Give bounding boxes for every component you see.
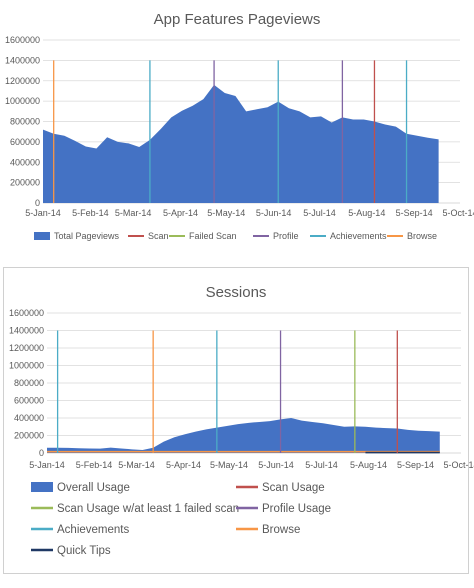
x-tick-labels: 5-Jan-14 5-Feb-14 5-Mar-14 5-Apr-14 5-May-14… bbox=[25, 208, 474, 218]
plot-area bbox=[47, 330, 440, 454]
legend-label: Profile Usage bbox=[262, 503, 331, 515]
pageviews-chart: App Features Pageviews 0 200000 400000 6000… bbox=[5, 11, 474, 241]
x-tick-label: 5-Jun-14 bbox=[258, 460, 294, 470]
y-tick-label: 800000 bbox=[14, 378, 44, 388]
x-tick-labels: 5-Jan-14 5-Feb-14 5-Mar-14 5-Apr-14 5-May-14… bbox=[29, 460, 474, 470]
x-tick-label: 5-Aug-14 bbox=[348, 208, 385, 218]
x-tick-label: 5-Feb-14 bbox=[72, 208, 109, 218]
y-tick-label: 200000 bbox=[10, 178, 40, 188]
legend: Overall Usage Scan Usage Scan Usage w/at l… bbox=[31, 482, 331, 557]
x-tick-label: 5-Sep-14 bbox=[396, 208, 433, 218]
legend-swatch bbox=[34, 232, 50, 240]
x-tick-label: 5-Apr-14 bbox=[166, 460, 201, 470]
y-tick-label: 800000 bbox=[10, 117, 40, 127]
y-tick-labels: 0 200000 400000 600000 800000 1000000 1200000 1… bbox=[5, 35, 40, 208]
legend-label: Scan Usage bbox=[262, 482, 325, 494]
legend-label: Achievements bbox=[57, 524, 129, 536]
y-tick-label: 1200000 bbox=[5, 76, 40, 86]
x-tick-label: 5-Jan-14 bbox=[29, 460, 65, 470]
series-area bbox=[47, 418, 440, 453]
y-tick-label: 1600000 bbox=[5, 35, 40, 45]
legend: Total Pageviews Scan Failed Scan Profile Ach… bbox=[34, 231, 437, 241]
legend-label: Failed Scan bbox=[189, 231, 237, 241]
x-tick-label: 5-Oct-14 bbox=[443, 460, 474, 470]
y-tick-labels: 0 200000 400000 600000 800000 1000000 1200000 1… bbox=[9, 308, 44, 458]
x-tick-label: 5-Feb-14 bbox=[76, 460, 113, 470]
y-tick-label: 600000 bbox=[10, 137, 40, 147]
x-tick-label: 5-Sep-14 bbox=[397, 460, 434, 470]
x-tick-label: 5-Jul-14 bbox=[303, 208, 336, 218]
y-tick-label: 0 bbox=[39, 448, 44, 458]
chart-title: Sessions bbox=[206, 284, 267, 301]
y-tick-label: 0 bbox=[35, 198, 40, 208]
y-tick-label: 1200000 bbox=[9, 343, 44, 353]
y-tick-label: 1000000 bbox=[5, 96, 40, 106]
legend-label: Overall Usage bbox=[57, 482, 130, 494]
sessions-chart-panel: Sessions 0 200000 400000 600000 800000 100000… bbox=[3, 267, 474, 574]
legend-label: Scan Usage w/at least 1 failed scan bbox=[57, 503, 239, 515]
pageviews-chart-panel: App Features Pageviews 0 200000 400000 6000… bbox=[0, 0, 474, 255]
x-tick-label: 5-May-14 bbox=[207, 208, 245, 218]
legend-label: Scan bbox=[148, 231, 169, 241]
series-area bbox=[43, 84, 439, 203]
legend-label: Total Pageviews bbox=[54, 231, 120, 241]
x-tick-label: 5-May-14 bbox=[210, 460, 248, 470]
x-tick-label: 5-Jan-14 bbox=[25, 208, 61, 218]
legend-label: Browse bbox=[262, 524, 300, 536]
y-tick-label: 1000000 bbox=[9, 361, 44, 371]
chart-title: App Features Pageviews bbox=[154, 11, 321, 28]
x-tick-label: 5-Mar-14 bbox=[115, 208, 152, 218]
sessions-chart: Sessions 0 200000 400000 600000 800000 100000… bbox=[9, 284, 474, 557]
x-tick-label: 5-Apr-14 bbox=[163, 208, 198, 218]
legend-label: Quick Tips bbox=[57, 545, 111, 557]
x-tick-label: 5-Mar-14 bbox=[118, 460, 155, 470]
legend-label: Browse bbox=[407, 231, 437, 241]
legend-label: Profile bbox=[273, 231, 299, 241]
x-tick-label: 5-Aug-14 bbox=[350, 460, 387, 470]
legend-label: Achievements bbox=[330, 231, 387, 241]
y-tick-label: 200000 bbox=[14, 431, 44, 441]
y-tick-label: 1400000 bbox=[5, 55, 40, 65]
legend-swatch bbox=[31, 482, 53, 492]
y-tick-label: 400000 bbox=[10, 157, 40, 167]
y-tick-label: 400000 bbox=[14, 413, 44, 423]
y-tick-label: 1400000 bbox=[9, 326, 44, 336]
x-tick-label: 5-Jun-14 bbox=[256, 208, 292, 218]
y-tick-label: 1600000 bbox=[9, 308, 44, 318]
x-tick-label: 5-Jul-14 bbox=[305, 460, 338, 470]
x-tick-label: 5-Oct-14 bbox=[442, 208, 474, 218]
y-tick-label: 600000 bbox=[14, 396, 44, 406]
plot-area bbox=[43, 60, 439, 203]
